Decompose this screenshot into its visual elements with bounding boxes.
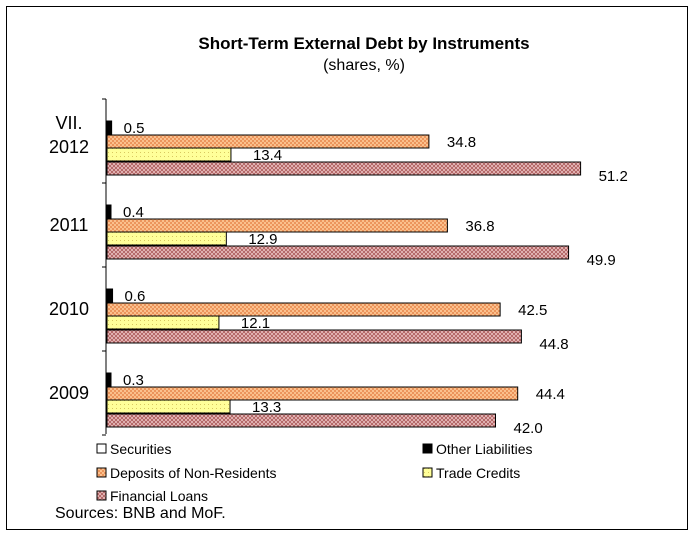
data-labels-group: 0.5 0.4 0.6 0.3 34.8 36.8 42.5 44.4 13.4 12.9 12.1… <box>123 120 628 437</box>
bar-other-liabilities <box>106 120 113 135</box>
bar-trade-credits <box>106 315 220 330</box>
data-label: 42.0 <box>514 420 543 437</box>
data-label: 12.1 <box>241 315 270 332</box>
data-label: 44.4 <box>536 386 565 403</box>
bar-trade-credits <box>106 231 227 246</box>
data-label: 51.2 <box>599 168 628 185</box>
source-note: Sources: BNB and MoF. <box>55 505 226 522</box>
data-label: 44.8 <box>539 336 568 353</box>
legend-swatch <box>96 443 107 454</box>
legend-label: Financial Loans <box>110 488 208 504</box>
legend-swatch <box>422 443 433 454</box>
data-label: 0.5 <box>124 120 145 137</box>
data-label: 49.9 <box>587 252 616 269</box>
category-label: 2011 <box>50 215 89 235</box>
chart-canvas: Short-Term External Debt by Instruments … <box>49 34 628 522</box>
bar-trade-credits <box>106 399 231 414</box>
bar-deposits-of-non-residents <box>106 386 519 401</box>
bar-deposits-of-non-residents <box>106 218 448 233</box>
legend-label: Deposits of Non-Residents <box>110 465 277 481</box>
bar-financial-loans <box>106 245 570 260</box>
data-label: 36.8 <box>465 218 494 235</box>
chart-frame: Short-Term External Debt by Instruments … <box>6 6 688 530</box>
legend-swatch <box>422 467 433 478</box>
data-label: 13.3 <box>252 399 281 416</box>
category-labels: VII. 2012 2011 2010 2009 <box>49 113 89 403</box>
bar-deposits-of-non-residents <box>106 134 430 149</box>
data-label: 0.3 <box>123 372 144 389</box>
category-label: 2009 <box>49 383 89 403</box>
data-label: 0.6 <box>125 288 146 305</box>
legend: Securities Other Liabilities Deposits of N… <box>96 441 533 504</box>
chart-title: Short-Term External Debt by Instruments <box>198 34 529 53</box>
chart-subtitle: (shares, %) <box>323 57 405 74</box>
legend-label: Other Liabilities <box>436 441 533 457</box>
legend-label: Trade Credits <box>436 465 520 481</box>
legend-swatch <box>96 490 107 501</box>
legend-swatch <box>96 467 107 478</box>
bar-other-liabilities <box>106 372 112 387</box>
bar-other-liabilities <box>106 204 112 219</box>
category-label: VII. <box>55 113 82 133</box>
bar-financial-loans <box>106 413 496 428</box>
category-label: 2010 <box>49 299 89 319</box>
bar-other-liabilities <box>106 288 114 303</box>
legend-label: Securities <box>110 441 171 457</box>
data-label: 0.4 <box>123 204 144 221</box>
bar-deposits-of-non-residents <box>106 302 501 317</box>
bars-group <box>106 120 582 428</box>
bar-financial-loans <box>106 329 522 344</box>
bar-trade-credits <box>106 147 232 162</box>
data-label: 34.8 <box>447 134 476 151</box>
data-label: 12.9 <box>248 231 277 248</box>
axis-ticks <box>102 98 106 436</box>
data-label: 42.5 <box>518 302 547 319</box>
bar-financial-loans <box>106 161 582 176</box>
data-label: 13.4 <box>253 147 282 164</box>
category-label: 2012 <box>49 137 89 157</box>
